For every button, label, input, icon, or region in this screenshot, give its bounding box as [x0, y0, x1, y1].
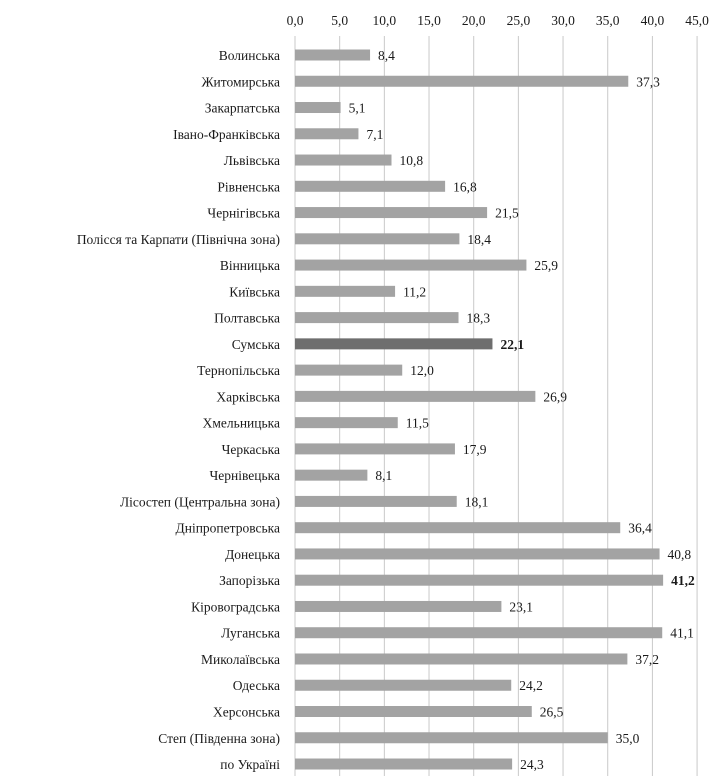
data-label: 5,1: [349, 101, 366, 116]
data-label: 37,3: [636, 74, 660, 89]
data-label: 36,4: [628, 521, 652, 536]
bar: [295, 469, 368, 481]
category-label: Закарпатська: [205, 101, 280, 116]
category-label: Одеська: [233, 678, 280, 693]
bar: [295, 443, 455, 455]
category-label: Сумська: [232, 337, 280, 352]
data-label: 8,1: [375, 468, 392, 483]
category-label: Львівська: [224, 153, 280, 168]
x-tick-label: 30,0: [551, 13, 575, 28]
data-labels: 8,4 37,3 5,17,1 10,8 16,8 21,5 18,4 25,9 11,2 18,…: [349, 48, 695, 772]
category-label: по Україні: [220, 757, 280, 772]
x-tick-label: 40,0: [641, 13, 665, 28]
category-label: Харківська: [216, 389, 280, 404]
data-label: 21,5: [495, 206, 519, 221]
bar: [295, 259, 527, 271]
data-label: 11,5: [406, 416, 429, 431]
category-labels: Волинська Житомирська Закарпатська Івано-Фр…: [77, 48, 280, 772]
bar: [295, 154, 392, 166]
category-label: Миколаївська: [201, 652, 280, 667]
data-label: 35,0: [616, 731, 640, 746]
category-label: Дніпропетровська: [176, 521, 280, 536]
bars: [295, 49, 664, 770]
data-label: 8,4: [378, 48, 395, 63]
bar: [295, 574, 664, 586]
category-label: Чернівецька: [209, 468, 280, 483]
bar: [295, 285, 396, 297]
category-label: Полтавська: [214, 311, 280, 326]
bar: [295, 417, 398, 429]
bar: [295, 128, 359, 140]
category-label: Житомирська: [201, 74, 280, 89]
category-label: Степ (Південна зона): [158, 731, 280, 746]
bar: [295, 627, 663, 639]
data-label: 16,8: [453, 179, 477, 194]
bar: [295, 600, 502, 612]
x-tick-label: 5,0: [331, 13, 348, 28]
data-label: 24,2: [519, 678, 543, 693]
bar: [295, 49, 371, 61]
data-label: 24,3: [520, 757, 544, 772]
data-label: 18,1: [465, 494, 489, 509]
bar: [295, 732, 608, 744]
data-label: 7,1: [366, 127, 383, 142]
x-tick-label: 10,0: [373, 13, 397, 28]
data-label: 17,9: [463, 442, 487, 457]
data-label: 18,3: [467, 311, 491, 326]
bar: [295, 522, 621, 534]
category-label: Херсонська: [213, 705, 280, 720]
bar: [295, 75, 629, 87]
category-label: Івано-Франківська: [173, 127, 280, 142]
bar: [295, 207, 488, 219]
bar: [295, 495, 457, 507]
data-label: 10,8: [399, 153, 423, 168]
category-label: Київська: [229, 284, 280, 299]
data-label: 26,5: [540, 705, 564, 720]
x-tick-label: 25,0: [507, 13, 531, 28]
x-tick-label: 0,0: [287, 13, 304, 28]
data-label: 25,9: [534, 258, 558, 273]
category-label: Хмельницька: [203, 416, 280, 431]
bar: [295, 312, 459, 324]
data-label: 40,8: [668, 547, 692, 562]
data-label: 22,1: [500, 337, 524, 352]
bar: [295, 102, 341, 114]
category-label: Луганська: [221, 626, 280, 641]
category-label: Полісся та Карпати (Північна зона): [77, 232, 280, 247]
bar: [295, 364, 403, 376]
data-label: 26,9: [543, 389, 567, 404]
bar: [295, 548, 660, 560]
bar: [295, 758, 513, 770]
x-tick-label: 35,0: [596, 13, 620, 28]
data-label: 18,4: [467, 232, 491, 247]
category-label: Рівненська: [217, 179, 280, 194]
bar: [295, 338, 493, 350]
data-label: 12,0: [410, 363, 434, 378]
data-label: 23,1: [509, 599, 533, 614]
x-tick-label: 20,0: [462, 13, 486, 28]
category-label: Лісостеп (Центральна зона): [120, 494, 280, 509]
category-label: Кіровоградська: [191, 599, 280, 614]
bar: [295, 233, 460, 245]
x-tick-label: 15,0: [417, 13, 441, 28]
category-label: Черкаська: [222, 442, 280, 457]
bar: [295, 706, 532, 717]
category-label: Тернопільська: [197, 363, 280, 378]
category-label: Донецька: [225, 547, 280, 562]
bar: [295, 679, 512, 691]
category-label: Запорізька: [219, 573, 280, 588]
data-label: 11,2: [403, 284, 426, 299]
x-tick-label: 45,0: [685, 13, 709, 28]
bar: [295, 653, 628, 665]
category-label: Волинська: [219, 48, 280, 63]
data-label: 41,1: [670, 626, 694, 641]
category-label: Вінницька: [220, 258, 280, 273]
category-label: Чернігівська: [207, 206, 280, 221]
bar: [295, 390, 536, 402]
x-axis-ticks: 0,0 5,0 10,0 15,0 20,0 25,0 30,0 35,0 40,0 45,0: [287, 13, 710, 28]
data-label: 41,2: [671, 573, 695, 588]
data-label: 37,2: [635, 652, 659, 667]
bar: [295, 180, 446, 192]
